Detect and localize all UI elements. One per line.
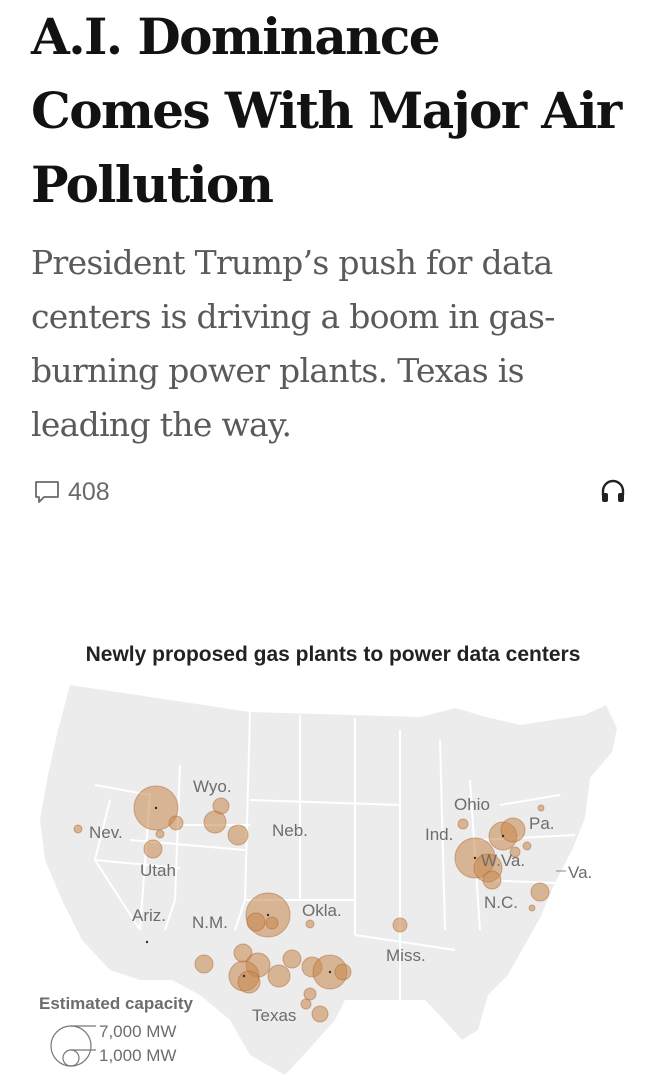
plant-bubble bbox=[194, 954, 214, 974]
state-label-okla: Okla. bbox=[302, 901, 342, 920]
comment-count: 408 bbox=[68, 477, 110, 506]
plant-center bbox=[473, 856, 477, 860]
state-label-nc: N.C. bbox=[484, 893, 518, 912]
plant-bubble bbox=[392, 917, 408, 933]
legend-circles bbox=[50, 1025, 96, 1067]
plant-bubble bbox=[457, 818, 469, 830]
plant-bubble bbox=[537, 804, 545, 812]
article-meta-row: 408 bbox=[34, 476, 626, 508]
state-label-wyo: Wyo. bbox=[193, 777, 232, 796]
plant-center bbox=[154, 806, 158, 810]
state-label-va: Va. bbox=[568, 863, 592, 882]
graphic-title: Newly proposed gas plants to power data … bbox=[85, 643, 581, 666]
state-label-utah: Utah bbox=[140, 861, 176, 880]
us-map: Wyo. Ohio Pa. Nev. Neb. Ind. W.Va. Va. U… bbox=[40, 685, 617, 1075]
article-summary: President Trump’s push for data centers … bbox=[31, 243, 555, 444]
state-label-nev: Nev. bbox=[89, 823, 123, 842]
gas-plant-bubbles bbox=[73, 785, 550, 1023]
speech-bubble-icon bbox=[35, 481, 59, 503]
legend-title: Estimated capacity bbox=[39, 994, 194, 1013]
plant-bubble bbox=[227, 824, 249, 846]
legend-circle-large bbox=[50, 1025, 92, 1067]
state-label-ariz: Ariz. bbox=[132, 906, 166, 925]
plant-bubble bbox=[300, 998, 312, 1010]
plant-bubble bbox=[303, 987, 317, 1001]
state-label-texas: Texas bbox=[252, 1006, 296, 1025]
plant-bubble bbox=[334, 963, 352, 981]
plant-bubble bbox=[530, 882, 550, 902]
plant-center bbox=[242, 974, 246, 978]
state-labels: Wyo. Ohio Pa. Nev. Neb. Ind. W.Va. Va. U… bbox=[89, 777, 592, 1025]
plant-bubble bbox=[237, 970, 261, 994]
state-label-nm: N.M. bbox=[192, 913, 228, 932]
state-label-neb: Neb. bbox=[272, 821, 308, 840]
plant-bubble bbox=[528, 904, 536, 912]
plant-bubble bbox=[143, 839, 163, 859]
legend-label-large: 7,000 MW bbox=[99, 1022, 177, 1041]
state-label-miss: Miss. bbox=[386, 946, 426, 965]
plant-bubble bbox=[509, 846, 521, 858]
state-label-ind: Ind. bbox=[425, 825, 453, 844]
plant-bubble bbox=[155, 829, 165, 839]
listen-button[interactable] bbox=[600, 478, 626, 504]
comments-button[interactable]: 408 bbox=[34, 476, 110, 508]
plant-bubble bbox=[305, 919, 315, 929]
plant-bubble bbox=[168, 815, 184, 831]
headphones-icon bbox=[601, 479, 625, 502]
plant-bubble bbox=[246, 912, 266, 932]
article-headline: A.I. Dominance Comes With Major Air Poll… bbox=[31, 7, 622, 214]
plant-center bbox=[501, 834, 505, 838]
plant-center bbox=[328, 970, 332, 974]
state-label-ohio: Ohio bbox=[454, 795, 490, 814]
state-label-wva: W.Va. bbox=[481, 851, 525, 870]
plant-center bbox=[145, 940, 149, 944]
plant-bubble bbox=[282, 949, 302, 969]
gas-plants-graphic: Wyo. Ohio Pa. Nev. Neb. Ind. W.Va. Va. U… bbox=[0, 600, 654, 1080]
legend-circle-small bbox=[62, 1049, 80, 1067]
plant-bubble bbox=[73, 824, 83, 834]
plant-bubble bbox=[267, 964, 291, 988]
plant-bubble bbox=[265, 916, 279, 930]
plant-bubble bbox=[500, 817, 526, 843]
plant-bubble bbox=[482, 870, 502, 890]
legend-label-small: 1,000 MW bbox=[99, 1046, 177, 1065]
state-label-pa: Pa. bbox=[529, 814, 555, 833]
plant-center bbox=[266, 913, 270, 917]
plant-bubble bbox=[311, 1005, 329, 1023]
plant-bubble bbox=[212, 797, 230, 815]
us-landmass bbox=[40, 685, 617, 1075]
plant-bubble bbox=[522, 841, 532, 851]
